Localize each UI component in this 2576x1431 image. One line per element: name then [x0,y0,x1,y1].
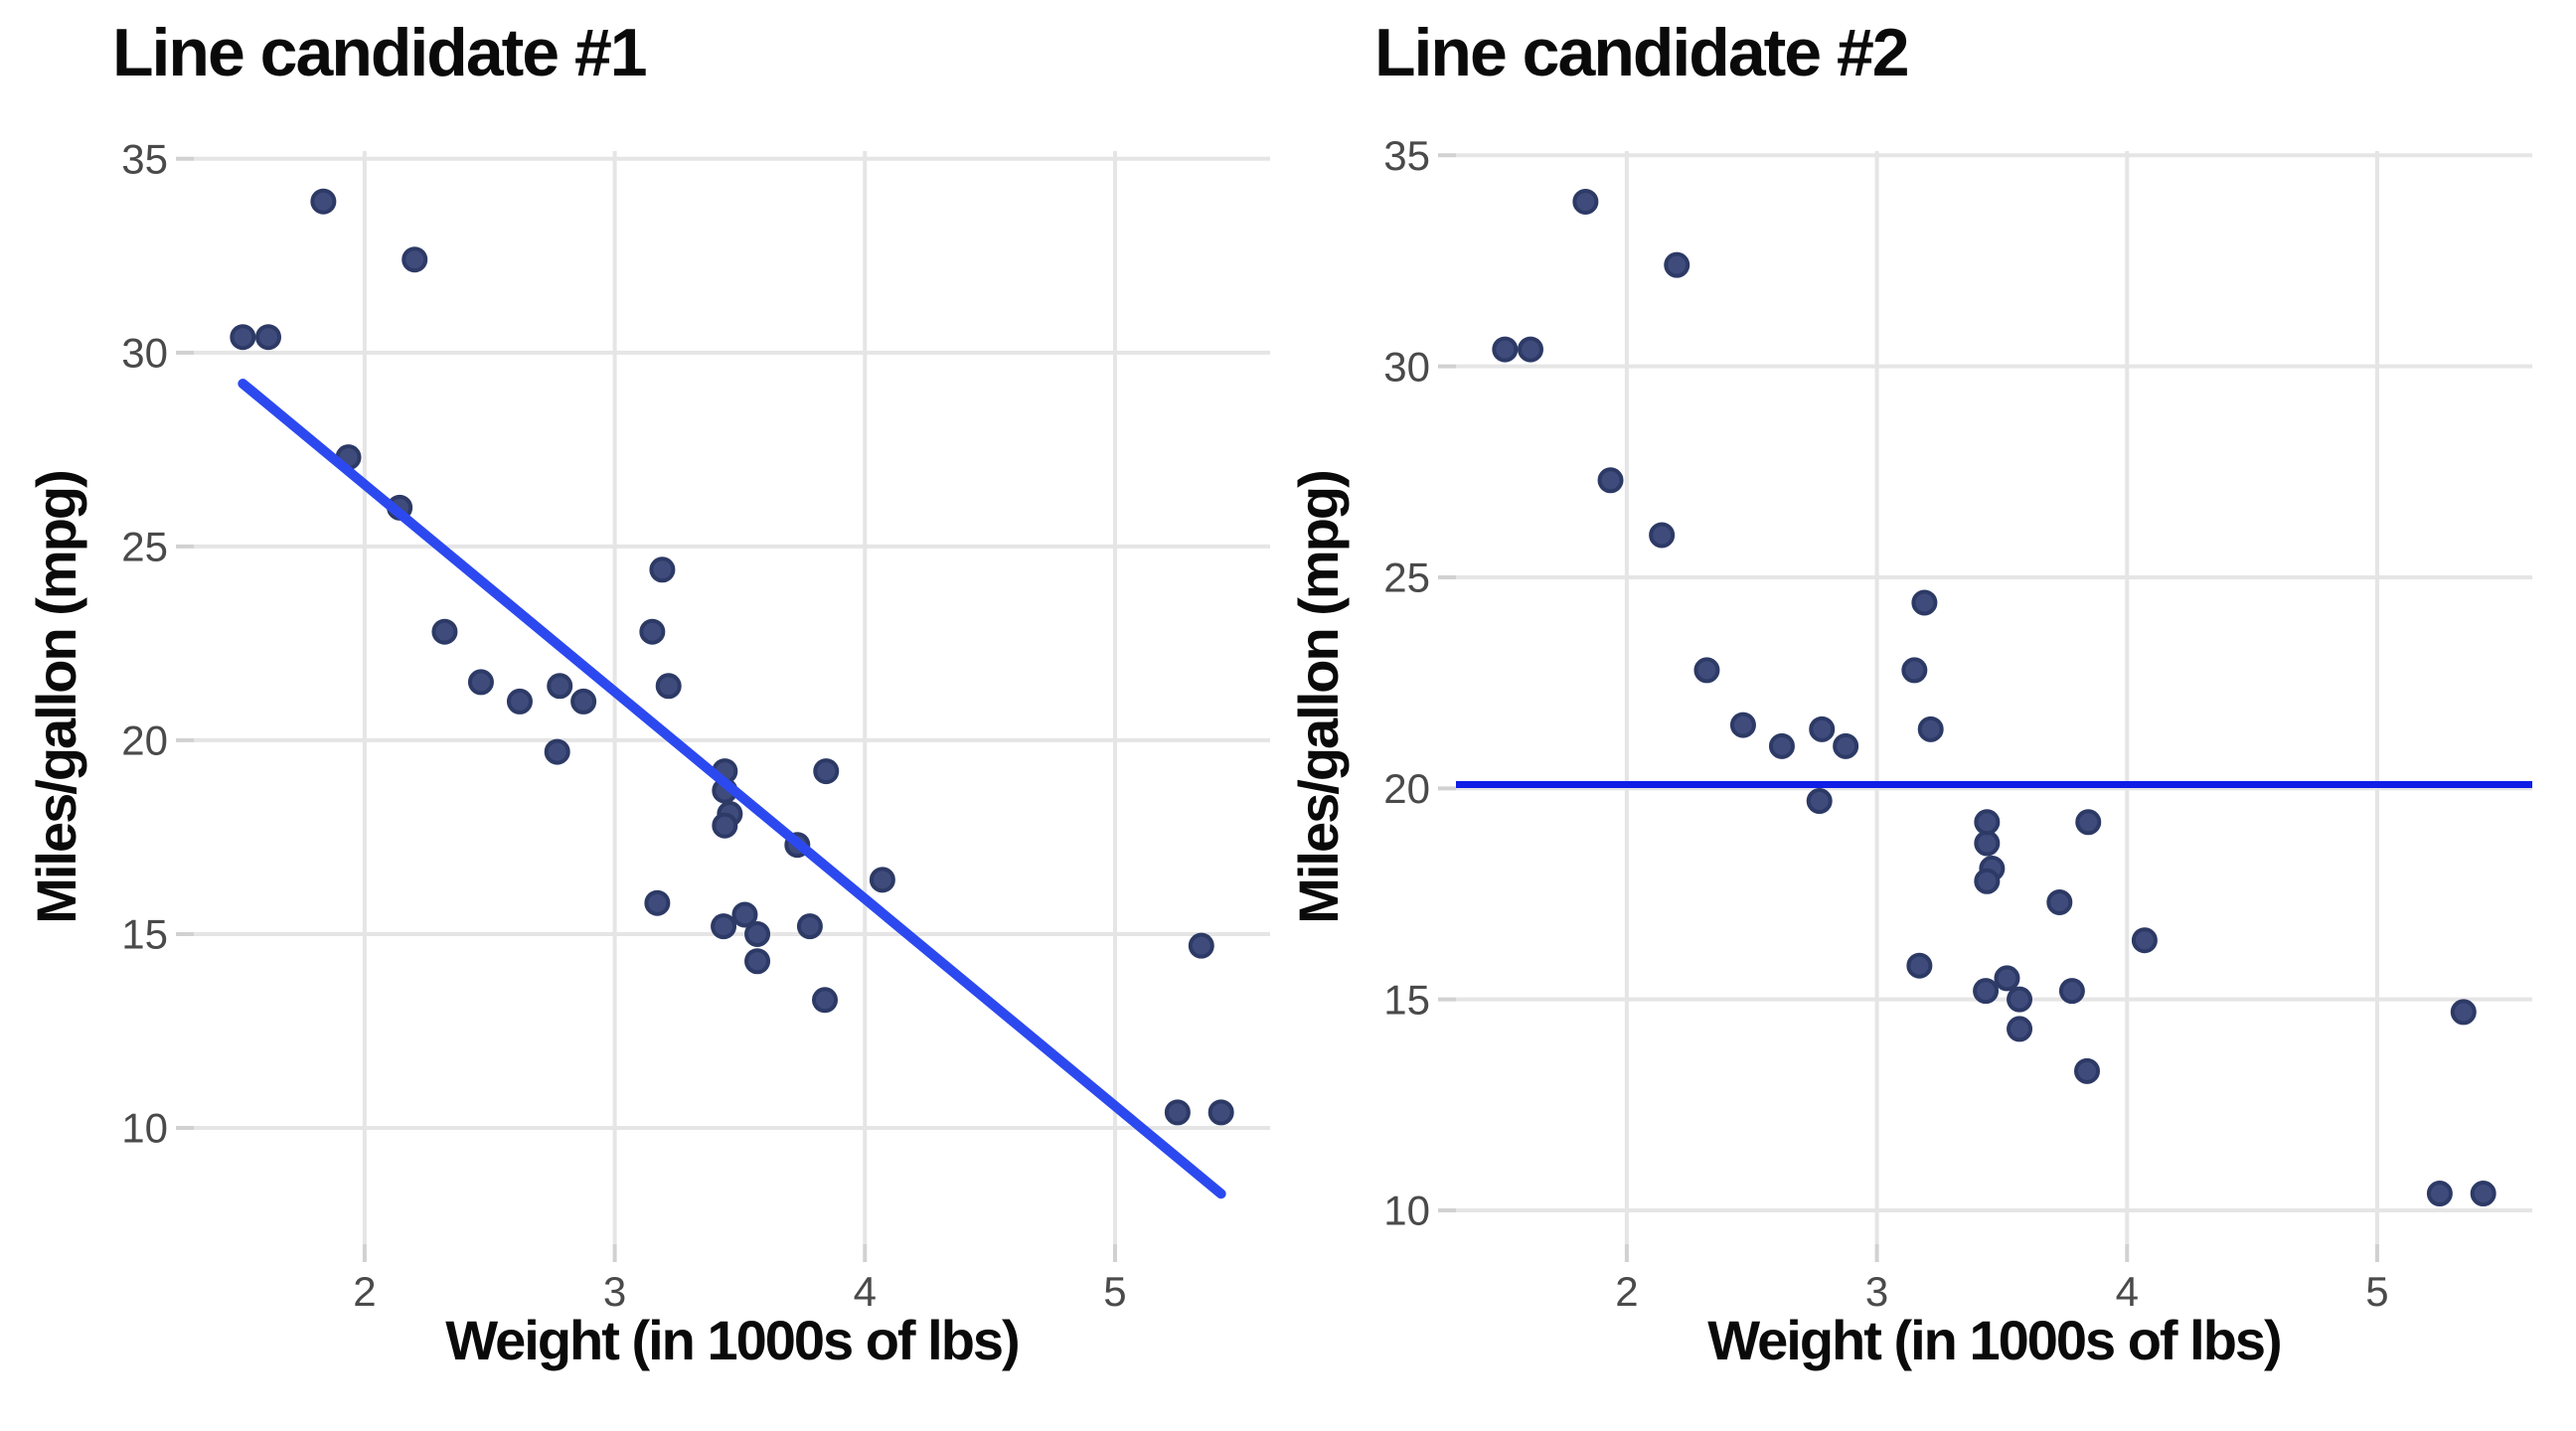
panel2-x-axis-title: Weight (in 1000s of lbs) [1707,1309,2282,1371]
y-tick-label: 15 [121,911,168,958]
data-point [402,246,428,273]
x-tick-label: 4 [2116,1268,2139,1315]
data-point [1833,732,1859,759]
data-point [1729,712,1756,738]
data-point [1693,657,1720,684]
data-point [655,673,682,700]
data-point [570,688,597,715]
panel1-plot-area: 2 3 4 5 10 15 20 25 30 35 [121,136,1270,1315]
data-point [644,889,671,916]
y-tick-label: 30 [121,330,168,377]
candidate-line-sloped [238,379,1226,1199]
data-point [2470,1181,2496,1207]
data-point [1597,467,1624,494]
data-point [1806,788,1833,815]
data-point [2075,809,2102,836]
data-point [2131,927,2158,954]
y-tick-label: 25 [121,524,168,570]
y-tick-label: 20 [1383,765,1430,812]
y-tick-label: 25 [1383,555,1430,601]
x-tick-label: 3 [1865,1268,1888,1315]
y-tick-label: 10 [1383,1188,1430,1234]
data-point [2426,1181,2453,1207]
x-tick-label: 5 [2365,1268,2388,1315]
data-point [1664,251,1690,278]
data-point [813,758,840,785]
data-point [230,324,256,351]
data-point [467,669,494,696]
data-point [1901,657,1928,684]
y-tick-label: 35 [121,136,168,183]
y-tick-label: 20 [121,717,168,764]
data-point [1164,1099,1191,1126]
x-tick-label: 5 [1103,1268,1126,1315]
x-tick-label: 2 [353,1268,376,1315]
panel1-x-axis-title: Weight (in 1000s of lbs) [445,1309,1020,1371]
data-point [731,901,758,928]
y-tick-label: 35 [1383,132,1430,179]
y-tick-label: 30 [1383,343,1430,390]
data-point [1974,868,2001,894]
panel1-title: Line candidate #1 [112,15,648,90]
data-point [506,688,533,715]
data-point [1974,830,2001,857]
data-point [1917,716,1944,742]
data-point [796,913,823,940]
data-point [1518,336,1544,363]
x-tick-label: 2 [1615,1268,1638,1315]
data-point [869,867,895,893]
data-point [1492,336,1519,363]
data-point [1906,952,1933,979]
data-point [2046,888,2073,915]
data-point [2007,986,2033,1013]
data-point [2074,1057,2101,1084]
data-point [1994,965,2020,992]
data-point [544,738,570,765]
data-point [744,920,771,947]
data-point [649,556,676,583]
data-point [310,188,337,215]
panel2-y-axis-title: Miles/gallon (mpg) [1287,471,1350,924]
data-point [431,618,458,645]
data-point [744,948,771,975]
y-tick-label: 10 [121,1105,168,1152]
data-point [639,618,666,645]
y-tick-label: 15 [1383,976,1430,1023]
data-point [712,812,738,839]
data-point [1974,809,2001,836]
panel2-plot-area: 2 3 4 5 10 15 20 25 30 35 [1383,132,2532,1315]
data-point [1973,978,2000,1005]
x-tick-label: 4 [854,1268,877,1315]
data-point [547,673,573,700]
data-point [2058,978,2085,1005]
data-point [1768,732,1795,759]
data-point [1208,1099,1234,1126]
data-point [711,913,737,940]
x-tick-label: 3 [603,1268,626,1315]
data-point [2450,999,2477,1026]
data-point [2007,1016,2033,1042]
data-point [1911,589,1938,616]
data-point [1649,522,1676,549]
data-point [1572,188,1599,215]
data-point [1809,716,1836,742]
data-point [812,987,839,1014]
panel2-title: Line candidate #2 [1374,15,1910,90]
data-point [255,324,282,351]
data-point [1188,932,1214,959]
panel1-y-axis-title: Miles/gallon (mpg) [25,471,87,924]
